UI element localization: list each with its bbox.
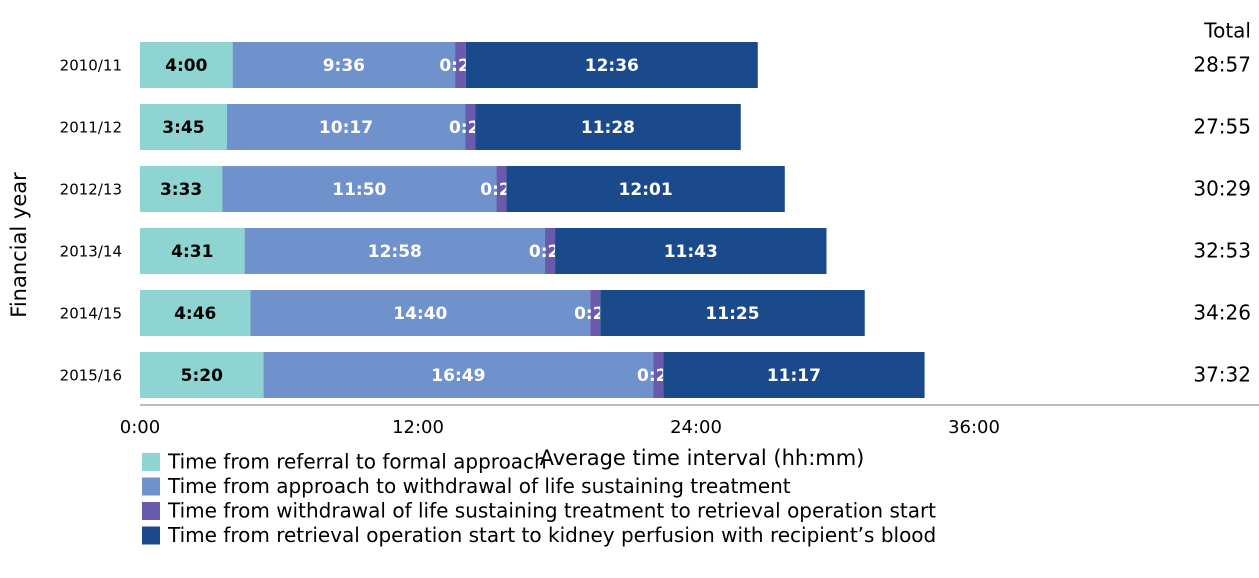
x-tick-label: 0:00 (120, 417, 160, 438)
total-label: 37:32 (1193, 363, 1251, 387)
bar-value-label: 16:49 (431, 366, 485, 386)
bar-segment (140, 290, 251, 336)
bar-segment (545, 228, 556, 274)
legend-swatch (142, 526, 160, 545)
bar-value-label: 12:58 (368, 242, 422, 262)
bar-segment (506, 166, 785, 212)
bar-value-label: 11:28 (581, 118, 635, 138)
bar-segment (496, 166, 507, 212)
bar-value-label: 3:45 (162, 118, 204, 138)
bar-value-label: 11:43 (664, 242, 718, 262)
x-tick-label: 36:00 (948, 417, 1000, 438)
bar-segment (232, 42, 456, 88)
bar-value-label: 14:40 (393, 304, 447, 324)
legend-swatch (142, 453, 160, 471)
bar-value-label: 3:33 (160, 180, 202, 200)
bar-value-label: 9:36 (323, 56, 365, 76)
bar-segment (140, 228, 245, 274)
bar-value-label: 4:31 (171, 242, 213, 262)
bar-segment (555, 228, 827, 274)
legend-swatch (142, 502, 160, 520)
legend-label: Time from referral to formal approach (167, 450, 547, 474)
bar-segment (653, 352, 664, 398)
bar-segment (140, 42, 233, 88)
bar-segment (140, 352, 264, 398)
bar-segment (590, 290, 601, 336)
x-axis-title: Average time interval (hh:mm) (540, 446, 865, 470)
bar-segment (226, 104, 466, 150)
total-label: 34:26 (1193, 301, 1251, 325)
bar-segment (140, 104, 227, 150)
bar-segment (663, 352, 925, 398)
bar-value-label: 12:36 (585, 56, 639, 76)
total-label: 27:55 (1193, 115, 1251, 139)
bar-value-label: 11:50 (332, 180, 386, 200)
total-label: 28:57 (1193, 53, 1251, 77)
bar-value-label: 5:20 (181, 366, 223, 386)
bar-segment (600, 290, 865, 336)
bar-value-label: 4:46 (174, 304, 216, 324)
totals-title: Total (1203, 19, 1251, 43)
x-tick-label: 12:00 (392, 417, 444, 438)
legend-label: Time from approach to withdrawal of life… (167, 474, 791, 498)
bar-value-label: 4:00 (165, 56, 207, 76)
bar-segment (244, 228, 546, 274)
y-tick-label: 2010/11 (60, 57, 122, 75)
bar-segment (465, 42, 758, 88)
bar-value-label: 11:17 (767, 366, 821, 386)
bar-segment (455, 42, 466, 88)
bar-segment (140, 166, 223, 212)
bar-value-label: 11:25 (705, 304, 759, 324)
bar-segment (250, 290, 591, 336)
legend-swatch (142, 477, 160, 496)
y-tick-label: 2015/16 (60, 367, 122, 385)
bar-segment (263, 352, 654, 398)
x-tick-label: 24:00 (670, 417, 722, 438)
bar-value-label: 10:17 (319, 118, 373, 138)
legend-label: Time from withdrawal of life sustaining … (167, 499, 936, 523)
y-axis-title: Financial year (7, 172, 31, 318)
y-tick-label: 2014/15 (60, 305, 122, 323)
bar-segment (475, 104, 741, 150)
y-tick-label: 2011/12 (60, 119, 122, 137)
legend-label: Time from retrieval operation start to k… (167, 523, 936, 547)
y-tick-label: 2013/14 (60, 243, 122, 261)
total-label: 32:53 (1193, 239, 1251, 263)
bar-segment (465, 104, 476, 150)
y-tick-label: 2012/13 (60, 181, 122, 199)
total-label: 30:29 (1193, 177, 1251, 201)
bar-segment (222, 166, 497, 212)
bar-value-label: 12:01 (619, 180, 673, 200)
